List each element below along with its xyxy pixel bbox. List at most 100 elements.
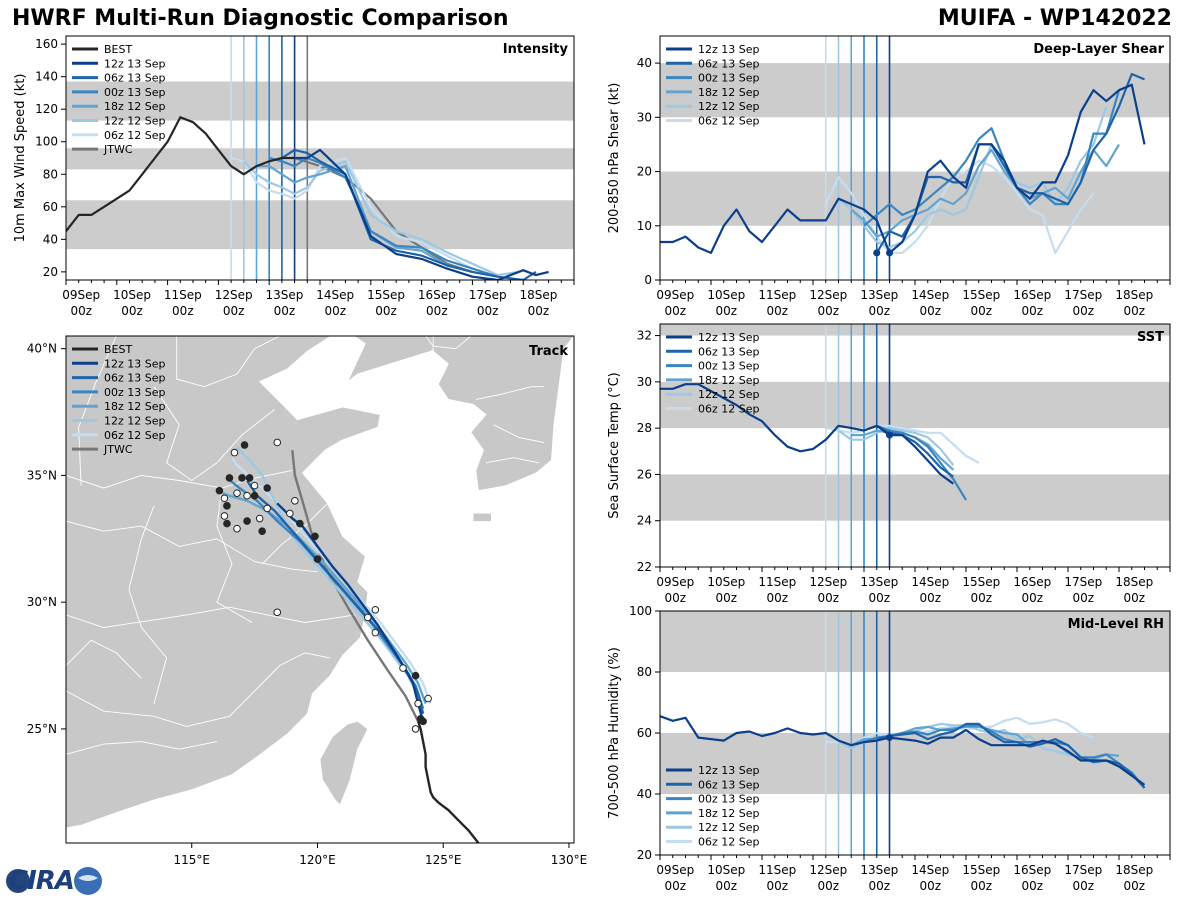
x-tick-label: 13Sep: [860, 863, 898, 877]
track-point-open: [371, 605, 380, 614]
current-position-marker: [886, 734, 893, 742]
intensity-panel: 09Sep 00z 10Sep 00z 11Sep 00z 12Sep 00z 13Sep 00z…: [13, 35, 575, 318]
legend-label: 12z 12 Sep: [698, 821, 760, 834]
x-tick-sublabel: 00z: [665, 304, 687, 318]
shaded-band: [660, 171, 1170, 226]
logo-globe-icon: [6, 869, 30, 893]
track-line-12z-12-sep: [236, 446, 420, 697]
x-tick-label: 14Sep: [911, 575, 949, 589]
x-tick-label: 12Sep: [809, 288, 847, 302]
x-tick-sublabel: 00z: [274, 304, 296, 318]
x-tick-sublabel: 00z: [767, 591, 789, 605]
x-tick-sublabel: 00z: [869, 304, 891, 318]
y-tick-label: 22: [637, 560, 652, 574]
shaded-band: [660, 474, 1170, 521]
track-point-filled: [419, 717, 427, 726]
legend-label: 18z 12 Sep: [698, 807, 760, 820]
lon-tick-label: 130°E: [551, 853, 588, 867]
legend-label: 06z 13 Sep: [104, 372, 166, 385]
x-tick-sublabel: 00z: [1022, 879, 1044, 893]
x-tick-label: 12Sep: [215, 288, 253, 302]
legend-label: BEST: [104, 43, 132, 56]
y-tick-label: 120: [35, 102, 58, 116]
legend-label: 06z 13 Sep: [698, 345, 760, 358]
province-border: [66, 606, 356, 628]
series-line-06z-13-sep: [281, 148, 537, 280]
x-tick-label: 14Sep: [316, 288, 354, 302]
x-tick-label: 16Sep: [418, 288, 456, 302]
legend-label: 06z 12 Sep: [104, 129, 166, 142]
lat-tick-label: 40°N: [27, 342, 57, 356]
track-point-open: [286, 509, 294, 518]
track-point-open: [414, 699, 422, 708]
track-point-open: [250, 481, 259, 490]
y-axis-label: Sea Surface Temp (°C): [607, 372, 622, 519]
x-tick-sublabel: 00z: [528, 304, 550, 318]
track-point-open: [291, 496, 299, 505]
legend-label: 00z 13 Sep: [698, 72, 760, 85]
y-tick-label: 28: [637, 421, 652, 435]
legend-label: 12z 12 Sep: [698, 388, 760, 401]
y-tick-label: 30: [637, 110, 652, 124]
panel-title: Mid-Level RH: [1068, 617, 1164, 632]
lat-tick-label: 25°N: [27, 722, 57, 736]
x-tick-label: 18Sep: [1115, 288, 1153, 302]
shaded-band: [660, 733, 1170, 794]
series-line-jtwc: [294, 156, 473, 273]
x-tick-label: 18Sep: [1115, 575, 1153, 589]
legend-label: 12z 12 Sep: [104, 415, 166, 428]
legend-label: 00z 13 Sep: [698, 360, 760, 373]
jeju-island: [473, 513, 491, 522]
track-point-open: [220, 512, 229, 520]
province-border: [66, 652, 331, 727]
legend-label: 18z 12 Sep: [698, 86, 760, 99]
y-tick-label: 40: [637, 56, 652, 70]
y-tick-label: 60: [637, 726, 652, 740]
series-line-12z-12-sep: [243, 160, 519, 277]
legend-label: 18z 12 Sep: [104, 100, 166, 113]
track-point-open: [273, 438, 282, 447]
x-tick-label: 11Sep: [164, 288, 202, 302]
x-tick-sublabel: 00z: [716, 879, 738, 893]
korea: [432, 336, 574, 492]
y-tick-label: 10: [637, 219, 652, 233]
x-tick-sublabel: 00z: [818, 304, 840, 318]
track-map-panel: 115°E 120°E 125°E 130°E 25°N 30°N 35°N 40°N Trac…: [27, 335, 588, 867]
x-tick-label: 13Sep: [860, 288, 898, 302]
x-tick-sublabel: 00z: [1124, 591, 1146, 605]
cira-logo: [6, 867, 102, 895]
y-tick-label: 24: [637, 514, 652, 528]
x-tick-label: 13Sep: [265, 288, 303, 302]
legend-label: JTWC: [103, 443, 133, 456]
x-tick-sublabel: 00z: [869, 591, 891, 605]
x-tick-sublabel: 00z: [716, 304, 738, 318]
x-tick-label: 17Sep: [1064, 863, 1102, 877]
sst-panel: 09Sep 00z 10Sep 00z 11Sep 00z 12Sep 00z 13Sep 00z…: [607, 323, 1171, 605]
legend-label: 06z 13 Sep: [698, 778, 760, 791]
x-tick-sublabel: 00z: [869, 879, 891, 893]
track-point-open: [255, 514, 264, 523]
province-border: [176, 336, 281, 388]
shaded-band: [66, 200, 574, 250]
map-frame: [65, 335, 575, 844]
track-point-filled: [215, 486, 224, 495]
track-point-filled: [263, 484, 271, 492]
cira-logo-text: CIRA: [9, 866, 75, 896]
x-tick-sublabel: 00z: [767, 304, 789, 318]
track-line-best: [416, 720, 480, 843]
y-tick-label: 40: [43, 232, 58, 246]
track-point-open: [243, 491, 251, 500]
x-tick-sublabel: 00z: [477, 304, 499, 318]
track-point-filled: [250, 491, 259, 500]
legend-label: 12z 13 Sep: [698, 764, 760, 777]
x-tick-sublabel: 00z: [172, 304, 194, 318]
legend-label: 12z 13 Sep: [104, 57, 166, 70]
x-tick-label: 15Sep: [962, 575, 1000, 589]
track-point-open: [371, 628, 380, 637]
x-tick-label: 18Sep: [1115, 863, 1153, 877]
x-tick-label: 14Sep: [911, 863, 949, 877]
legend-label: 12z 12 Sep: [698, 100, 760, 113]
x-tick-sublabel: 00z: [1124, 879, 1146, 893]
series-line-12z-13-sep: [889, 434, 954, 485]
x-tick-sublabel: 00z: [818, 591, 840, 605]
